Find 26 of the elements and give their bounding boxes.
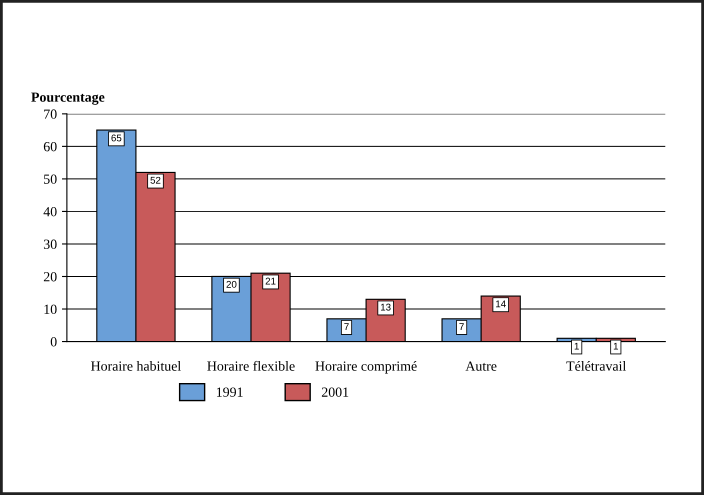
y-tick-label: 20 <box>44 272 57 282</box>
data-label: 21 <box>266 278 276 284</box>
data-label: 65 <box>111 134 122 142</box>
legend-label: 1991 <box>216 388 243 397</box>
y-tick-label: 70 <box>44 109 57 119</box>
x-tick-label: Autre <box>465 361 496 371</box>
y-tick-label: 10 <box>44 304 57 314</box>
y-tick-label: 30 <box>44 240 57 249</box>
data-label: 7 <box>459 323 464 330</box>
y-tick-label: 50 <box>44 174 57 184</box>
legend-label: 2001 <box>322 387 348 397</box>
data-label: 1 <box>574 342 579 350</box>
data-label: 7 <box>344 323 349 330</box>
data-label: 20 <box>226 280 236 288</box>
data-label: 52 <box>150 176 160 184</box>
data-label: 14 <box>496 300 506 308</box>
data-label: 1 <box>614 342 618 350</box>
x-tick-label: Horaire comprimé <box>315 360 417 374</box>
x-tick-label: Horaire flexible <box>207 360 295 371</box>
y-tick-label: 0 <box>50 337 57 347</box>
data-label: 13 <box>380 304 391 311</box>
x-tick-label: Télétravail <box>566 360 626 371</box>
y-tick-label: 60 <box>44 142 57 152</box>
y-tick-label: 40 <box>44 207 57 216</box>
y-axis-title: Pourcentage <box>31 92 104 105</box>
x-tick-label: Horaire habituel <box>91 360 181 371</box>
